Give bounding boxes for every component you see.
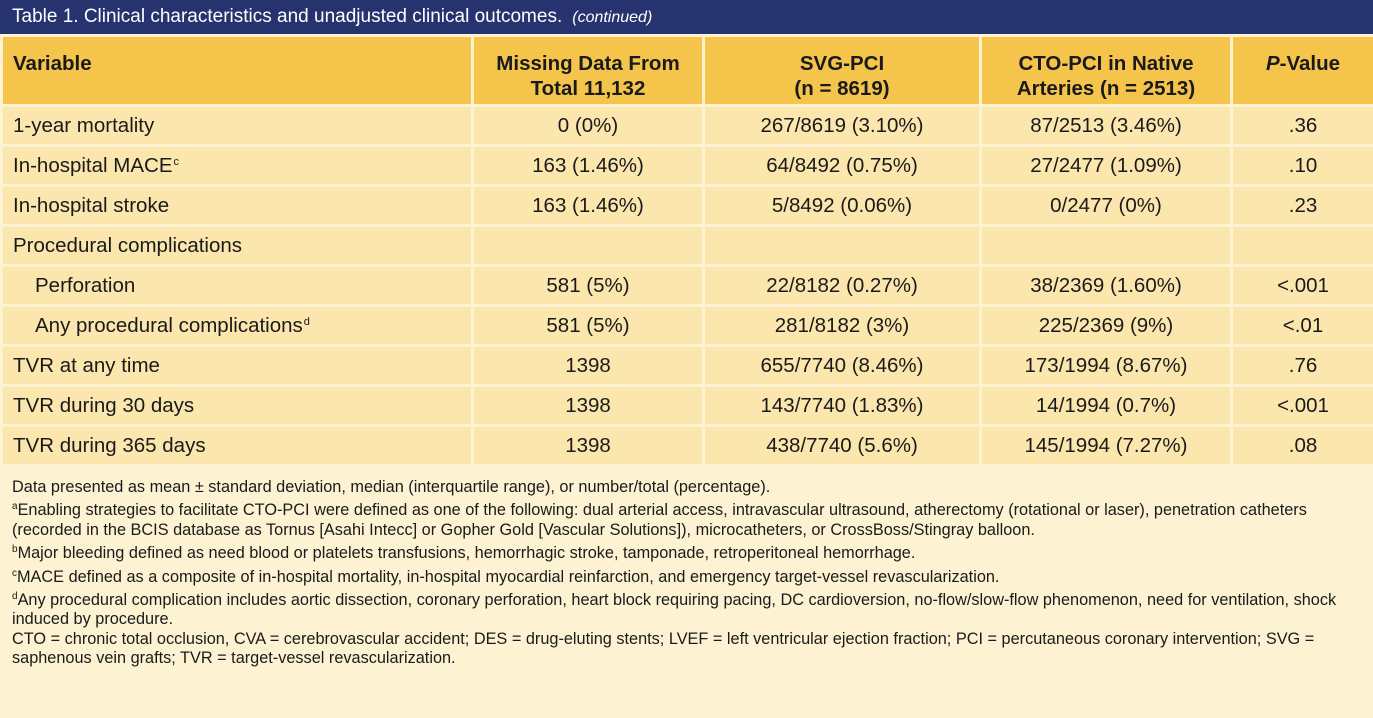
footnote-c: cMACE defined as a composite of in-hospi… <box>12 567 1000 586</box>
table-header-row: Variable Missing Data From Total 11,132 S… <box>0 34 1373 107</box>
footnote-marker: c <box>173 155 180 168</box>
header-missing-data: Missing Data From Total 11,132 <box>471 34 705 107</box>
cell-cto-pci: 225/2369 (9%) <box>979 304 1233 347</box>
cell-variable: In-hospital MACEc <box>0 144 474 187</box>
outcomes-table: Variable Missing Data From Total 11,132 S… <box>0 34 1373 467</box>
footnote-a: aEnabling strategies to facilitate CTO-P… <box>12 501 1307 539</box>
table-title: Table 1. Clinical characteristics and un… <box>12 6 563 27</box>
header-cto-pci: CTO-PCI in Native Arteries (n = 2513) <box>979 34 1233 107</box>
footnote-d: dAny procedural complication includes ao… <box>12 591 1337 629</box>
cell-cto-pci: 27/2477 (1.09%) <box>979 144 1233 187</box>
footnote-marker: d <box>303 315 310 328</box>
table-row: In-hospital stroke 163 (1.46%) 5/8492 (0.0… <box>0 184 1373 227</box>
cell-missing-data: 581 (5%) <box>471 264 705 307</box>
table-row: Any procedural complicationsd 581 (5%) 281… <box>0 304 1373 347</box>
table-row: TVR during 365 days 1398 438/7740 (5.6%) 14… <box>0 424 1373 467</box>
header-p-value: P-Value <box>1230 34 1373 107</box>
cell-missing-data: 1398 <box>471 384 705 427</box>
cell-variable: Procedural complications <box>0 224 474 267</box>
cell-svg-pci: 22/8182 (0.27%) <box>702 264 982 307</box>
header-variable: Variable <box>0 34 474 107</box>
cell-missing-data: 0 (0%) <box>471 104 705 147</box>
cell-svg-pci: 267/8619 (3.10%) <box>702 104 982 147</box>
cell-svg-pci: 438/7740 (5.6%) <box>702 424 982 467</box>
table-row: TVR at any time 1398 655/7740 (8.46%) 173/1… <box>0 344 1373 387</box>
table-title-bar: Table 1. Clinical characteristics and un… <box>0 0 1373 34</box>
footnote-abbreviations: CTO = chronic total occlusion, CVA = cer… <box>12 629 1315 668</box>
cell-variable: Any procedural complicationsd <box>0 304 474 347</box>
cell-variable: TVR during 30 days <box>0 384 474 427</box>
cell-p-value: <.01 <box>1230 304 1373 347</box>
table-row: TVR during 30 days 1398 143/7740 (1.83%) 14… <box>0 384 1373 427</box>
cell-svg-pci: 655/7740 (8.46%) <box>702 344 982 387</box>
cell-variable: Perforation <box>0 264 474 307</box>
footnote-b: bMajor bleeding defined as need blood or… <box>12 544 916 563</box>
table-row: Procedural complications <box>0 224 1373 267</box>
table-row: Perforation 581 (5%) 22/8182 (0.27%) 38/236… <box>0 264 1373 307</box>
cell-svg-pci: 5/8492 (0.06%) <box>702 184 982 227</box>
cell-svg-pci: 143/7740 (1.83%) <box>702 384 982 427</box>
cell-cto-pci: 87/2513 (3.46%) <box>979 104 1233 147</box>
cell-p-value: <.001 <box>1230 264 1373 307</box>
cell-p-value: <.001 <box>1230 384 1373 427</box>
cell-svg-pci: 64/8492 (0.75%) <box>702 144 982 187</box>
header-svg-pci: SVG-PCI (n = 8619) <box>702 34 982 107</box>
table-footnotes: Data presented as mean ± standard deviat… <box>0 470 1373 718</box>
cell-p-value: .76 <box>1230 344 1373 387</box>
cell-p-value: .23 <box>1230 184 1373 227</box>
cell-svg-pci: 281/8182 (3%) <box>702 304 982 347</box>
cell-svg-pci <box>702 224 982 267</box>
cell-missing-data: 1398 <box>471 344 705 387</box>
table-continued-label: (continued) <box>572 9 653 26</box>
cell-missing-data: 581 (5%) <box>471 304 705 347</box>
cell-cto-pci: 173/1994 (8.67%) <box>979 344 1233 387</box>
table-row: In-hospital MACEc 163 (1.46%) 64/8492 (0.7… <box>0 144 1373 187</box>
cell-cto-pci: 38/2369 (1.60%) <box>979 264 1233 307</box>
cell-variable: TVR at any time <box>0 344 474 387</box>
cell-p-value: .36 <box>1230 104 1373 147</box>
cell-cto-pci: 145/1994 (7.27%) <box>979 424 1233 467</box>
cell-p-value: .08 <box>1230 424 1373 467</box>
cell-variable: TVR during 365 days <box>0 424 474 467</box>
cell-variable: 1-year mortality <box>0 104 474 147</box>
cell-cto-pci <box>979 224 1233 267</box>
table-row: 1-year mortality 0 (0%) 267/8619 (3.10%) 87… <box>0 104 1373 147</box>
cell-missing-data: 163 (1.46%) <box>471 184 705 227</box>
cell-missing-data <box>471 224 705 267</box>
cell-p-value: .10 <box>1230 144 1373 187</box>
cell-missing-data: 163 (1.46%) <box>471 144 705 187</box>
cell-p-value <box>1230 224 1373 267</box>
cell-missing-data: 1398 <box>471 424 705 467</box>
cell-cto-pci: 0/2477 (0%) <box>979 184 1233 227</box>
cell-variable: In-hospital stroke <box>0 184 474 227</box>
footnote-intro: Data presented as mean ± standard deviat… <box>12 478 771 496</box>
cell-cto-pci: 14/1994 (0.7%) <box>979 384 1233 427</box>
